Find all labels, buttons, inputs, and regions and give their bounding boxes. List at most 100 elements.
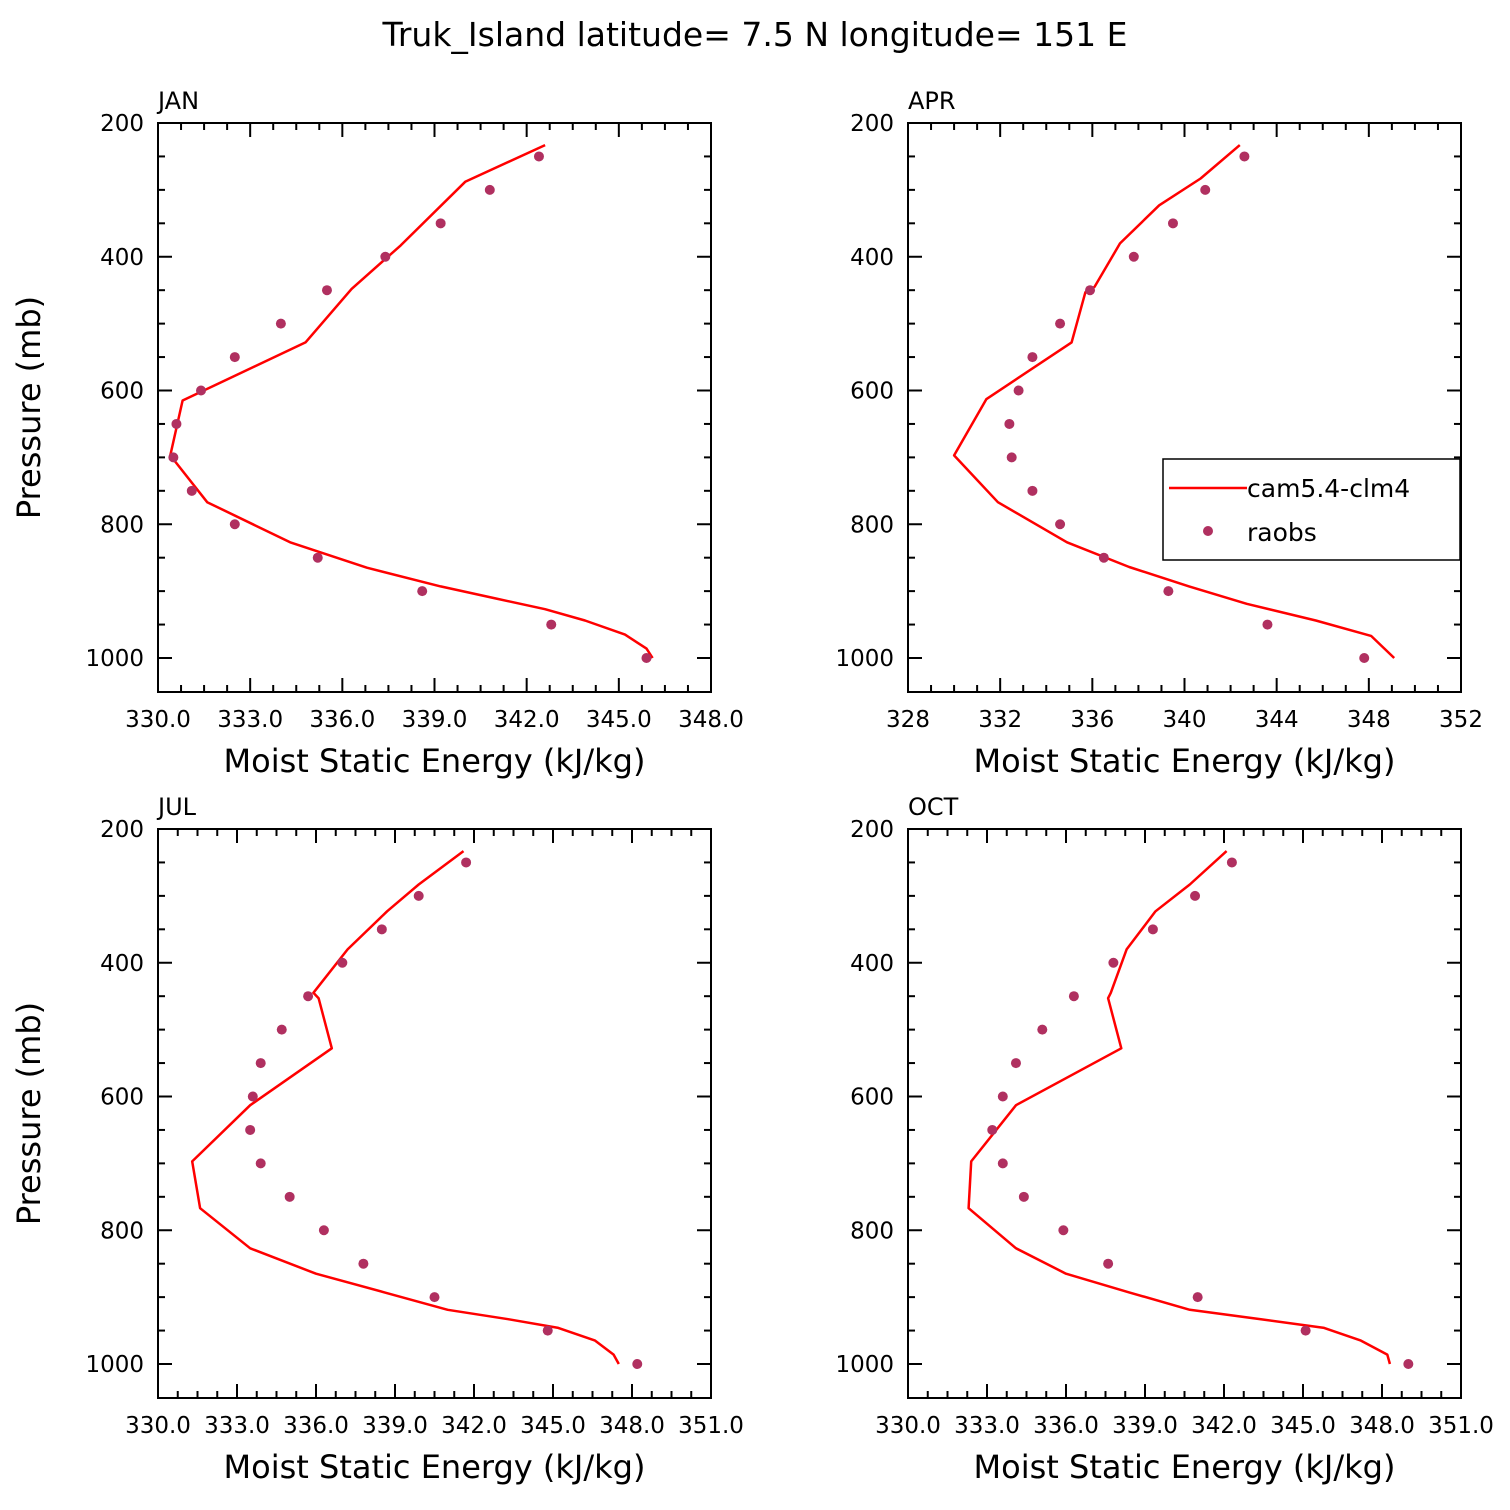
y-tick-label: 400 bbox=[100, 245, 144, 271]
data-point bbox=[1004, 418, 1015, 429]
x-tick-label: 342.0 bbox=[1191, 1413, 1257, 1439]
data-point bbox=[1226, 857, 1237, 868]
plot-frame bbox=[907, 828, 1462, 1399]
x-tick-label: 333.0 bbox=[204, 1413, 270, 1439]
y-tick-label: 1000 bbox=[85, 1352, 144, 1378]
data-point bbox=[1300, 1325, 1311, 1336]
data-point bbox=[1128, 251, 1139, 262]
x-tick-label: 348 bbox=[1347, 707, 1391, 733]
data-point bbox=[1027, 352, 1038, 363]
data-point bbox=[1013, 385, 1024, 396]
data-point bbox=[1192, 1292, 1203, 1303]
data-point bbox=[284, 1191, 295, 1202]
x-tick-label: 333.0 bbox=[954, 1413, 1020, 1439]
data-point bbox=[1200, 184, 1211, 195]
x-tick-label: 339.0 bbox=[402, 707, 468, 733]
data-point bbox=[997, 1091, 1008, 1102]
legend-label-model: cam5.4-clm4 bbox=[1247, 474, 1410, 503]
x-tick-label: 330.0 bbox=[875, 1413, 941, 1439]
data-point bbox=[1027, 485, 1038, 496]
y-tick-label: 400 bbox=[850, 951, 894, 977]
data-point bbox=[429, 1292, 440, 1303]
data-point bbox=[484, 184, 495, 195]
data-point bbox=[1006, 452, 1017, 463]
panel-title: JAN bbox=[156, 87, 199, 115]
data-point bbox=[1167, 218, 1178, 229]
data-point bbox=[186, 485, 197, 496]
data-point bbox=[1147, 924, 1158, 935]
data-point bbox=[533, 151, 544, 162]
data-point bbox=[276, 1024, 287, 1035]
data-point bbox=[435, 218, 446, 229]
y-tick-label: 600 bbox=[850, 379, 894, 405]
x-tick-label: 345.0 bbox=[1270, 1413, 1336, 1439]
series-line-0 bbox=[169, 143, 654, 659]
data-point bbox=[275, 318, 286, 329]
x-tick-label: 330.0 bbox=[125, 1413, 191, 1439]
data-point bbox=[1359, 653, 1370, 663]
y-tick-label: 1000 bbox=[835, 646, 894, 672]
x-tick-label: 336.0 bbox=[283, 1413, 349, 1439]
x-tick-label: 328 bbox=[886, 707, 930, 733]
plot-frame bbox=[907, 122, 1462, 693]
x-axis-label: Moist Static Energy (kJ/kg) bbox=[224, 1448, 646, 1486]
y-tick-label: 400 bbox=[850, 245, 894, 271]
y-tick-label: 600 bbox=[850, 1085, 894, 1111]
x-tick-label: 336.0 bbox=[1033, 1413, 1099, 1439]
x-tick-label: 339.0 bbox=[362, 1413, 428, 1439]
x-tick-label: 351.0 bbox=[1428, 1413, 1494, 1439]
x-tick-label: 348.0 bbox=[1349, 1413, 1415, 1439]
data-point bbox=[987, 1124, 998, 1135]
data-point bbox=[641, 653, 652, 663]
data-point bbox=[1018, 1191, 1029, 1202]
y-tick-label: 1000 bbox=[85, 646, 144, 672]
data-point bbox=[318, 1225, 329, 1236]
y-tick-label: 200 bbox=[100, 817, 144, 843]
data-point bbox=[321, 285, 332, 296]
legend: cam5.4-clm4 raobs bbox=[1162, 458, 1461, 561]
data-point bbox=[168, 452, 179, 463]
data-point bbox=[312, 552, 323, 563]
panel-title: APR bbox=[908, 87, 956, 115]
x-axis-label: Moist Static Energy (kJ/kg) bbox=[224, 742, 646, 780]
data-point bbox=[461, 857, 472, 868]
data-point bbox=[1163, 586, 1174, 597]
data-point bbox=[1262, 619, 1273, 630]
data-point bbox=[1055, 318, 1066, 329]
data-point bbox=[376, 924, 387, 935]
y-tick-label: 800 bbox=[100, 512, 144, 538]
data-point bbox=[380, 251, 391, 262]
data-point bbox=[1010, 1058, 1021, 1069]
series-line-0 bbox=[967, 850, 1392, 1365]
data-point bbox=[546, 619, 557, 630]
plot-frame bbox=[157, 122, 712, 693]
data-point bbox=[171, 418, 182, 429]
x-tick-label: 340 bbox=[1163, 707, 1207, 733]
x-tick-label: 351.0 bbox=[678, 1413, 744, 1439]
data-point bbox=[1085, 285, 1096, 296]
y-tick-label: 200 bbox=[100, 111, 144, 137]
legend-label-obs: raobs bbox=[1247, 518, 1317, 547]
x-tick-label: 348.0 bbox=[599, 1413, 665, 1439]
data-point bbox=[255, 1158, 266, 1169]
panel-jan: 200 400 600 800 1000 330.0 333.0 336.0 339.0 342.… bbox=[10, 87, 744, 780]
data-point bbox=[1055, 519, 1066, 530]
y-tick-label: 400 bbox=[100, 951, 144, 977]
x-tick-label: 345.0 bbox=[586, 707, 652, 733]
y-axis-label: Pressure (mb) bbox=[10, 1002, 48, 1225]
y-tick-label: 200 bbox=[850, 111, 894, 137]
series-line-0 bbox=[952, 144, 1396, 659]
y-tick-label: 600 bbox=[100, 1085, 144, 1111]
data-point bbox=[417, 586, 428, 597]
series-line-0 bbox=[190, 850, 620, 1365]
data-point bbox=[245, 1124, 256, 1135]
data-point bbox=[1190, 890, 1201, 901]
x-tick-label: 345.0 bbox=[520, 1413, 586, 1439]
y-tick-label: 800 bbox=[850, 1218, 894, 1244]
data-point bbox=[997, 1158, 1008, 1169]
panel-oct: 200 400 600 800 1000 330.0 333.0 336.0 339.0 342.… bbox=[835, 793, 1493, 1486]
y-tick-label: 600 bbox=[100, 379, 144, 405]
data-point bbox=[337, 957, 348, 968]
data-point bbox=[1098, 552, 1109, 563]
